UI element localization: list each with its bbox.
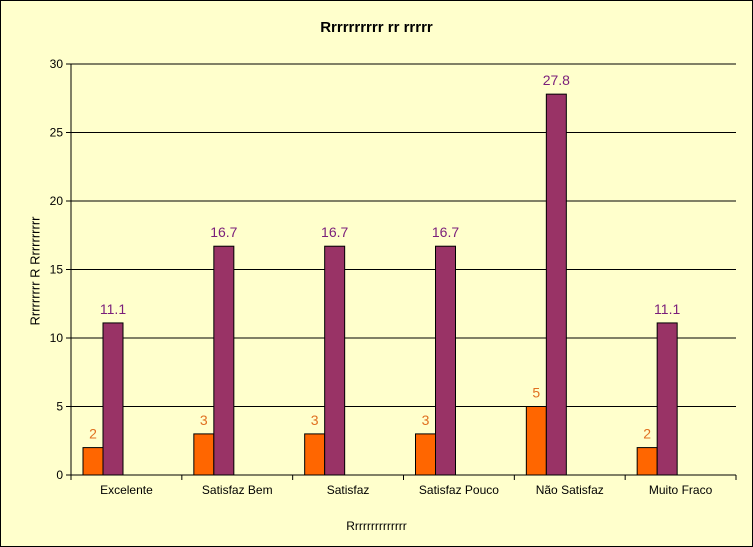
data-label: 2 [89, 426, 97, 442]
bar [415, 433, 436, 476]
y-tick-label: 5 [56, 400, 63, 414]
data-label: 16.7 [321, 224, 348, 240]
bar [324, 245, 346, 476]
bar [435, 245, 456, 476]
x-tick-label: Satisfaz Bem [202, 483, 273, 497]
bar [304, 433, 326, 476]
x-tick-label: Excelente [100, 483, 153, 497]
x-tick-label: Satisfaz Pouco [419, 483, 499, 497]
data-label: 3 [422, 412, 430, 428]
x-axis-title: Rrrrrrrrrrrrrr [346, 519, 407, 533]
bar [656, 322, 678, 476]
bar [82, 447, 104, 476]
bar [102, 322, 124, 476]
chart-title: Rrrrrrrrrr rr rrrrr [320, 19, 433, 36]
data-label: 11.1 [654, 301, 680, 317]
y-tick-label: 30 [50, 57, 64, 71]
bar [545, 93, 567, 476]
data-label: 5 [532, 385, 540, 401]
bar [636, 447, 658, 476]
bar [525, 406, 547, 476]
x-tick-label: Não Satisfaz [536, 483, 604, 497]
y-tick-label: 25 [50, 126, 64, 140]
bar [193, 433, 215, 476]
x-tick-label: Satisfaz [327, 483, 370, 497]
y-tick-label: 0 [56, 468, 63, 482]
bar [213, 245, 235, 476]
data-label: 27.8 [543, 72, 570, 88]
y-tick-label: 15 [50, 263, 64, 277]
data-label: 16.7 [432, 224, 459, 240]
data-label: 11.1 [100, 301, 126, 317]
x-tick-label: Muito Fraco [649, 483, 713, 497]
data-label: 3 [311, 412, 319, 428]
y-tick-label: 20 [50, 194, 64, 208]
y-tick-label: 10 [50, 331, 64, 345]
data-label: 16.7 [210, 224, 237, 240]
data-label: 2 [643, 426, 651, 442]
data-label: 3 [200, 412, 208, 428]
